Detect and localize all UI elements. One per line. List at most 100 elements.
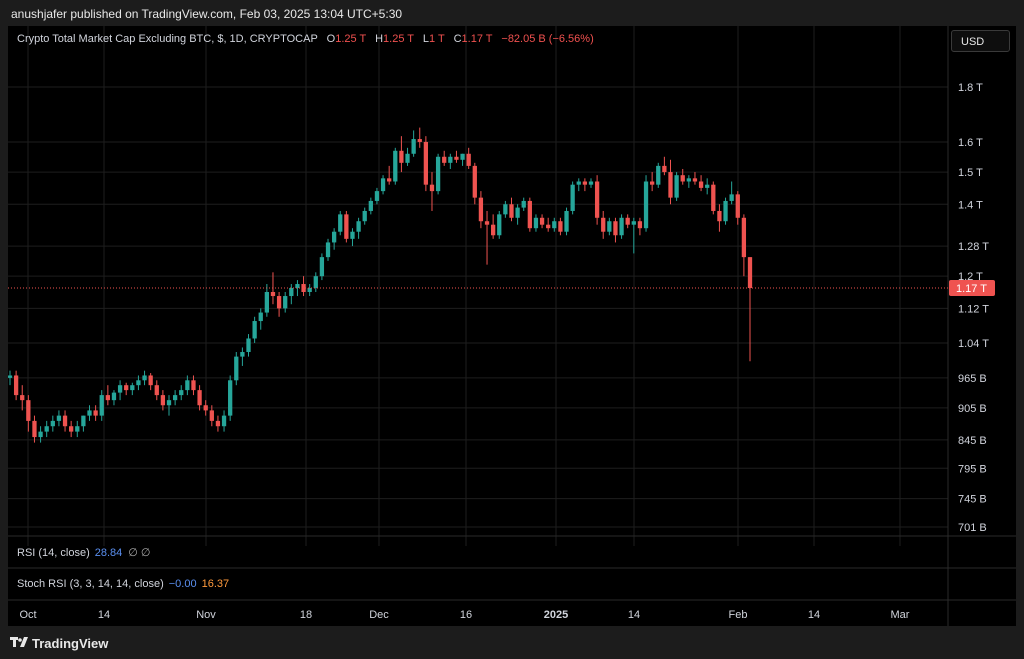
y-tick-label: 795 B bbox=[958, 463, 987, 475]
rsi-legend[interactable]: RSI (14, close) 28.84 ∅ ∅ bbox=[17, 546, 151, 559]
candle-up bbox=[172, 395, 178, 401]
candle-down bbox=[32, 420, 37, 438]
x-tick-label: Dec bbox=[369, 609, 389, 621]
candle-down bbox=[582, 181, 588, 185]
candle-up bbox=[81, 415, 86, 427]
candle-down bbox=[472, 165, 477, 198]
candle-down bbox=[741, 217, 747, 258]
candle-up bbox=[356, 221, 361, 232]
x-tick-label: Mar bbox=[891, 609, 910, 621]
candle-down bbox=[735, 194, 740, 218]
candle-down bbox=[148, 375, 153, 386]
candle-down bbox=[423, 141, 429, 185]
candle-down bbox=[270, 291, 276, 297]
chart-panel[interactable]: 1.8 T 1.6 T 1.5 T 1.4 T 1.28 T 1.2 T 1.12 T 1.0… bbox=[8, 26, 1016, 626]
low-value: 1 T bbox=[429, 33, 445, 45]
candle-up bbox=[246, 338, 251, 353]
candle-up bbox=[619, 217, 624, 236]
candle-up bbox=[393, 150, 398, 182]
candle-down bbox=[13, 375, 19, 396]
candle-up bbox=[258, 312, 263, 322]
y-tick-label: 1.28 T bbox=[958, 241, 989, 253]
symbol-name[interactable]: Crypto Total Market Cap Excluding BTC, $… bbox=[17, 33, 318, 45]
candle-down bbox=[442, 156, 447, 163]
candle-up bbox=[729, 194, 734, 201]
candle-down bbox=[594, 181, 600, 218]
candle-up bbox=[313, 276, 318, 288]
candle-up bbox=[136, 380, 141, 386]
candle-down bbox=[527, 200, 532, 229]
candle-down bbox=[191, 380, 196, 391]
stoch-rsi-legend[interactable]: Stoch RSI (3, 3, 14, 14, close) −0.00 16.3… bbox=[17, 578, 229, 590]
candle-down bbox=[711, 184, 716, 211]
publish-line: anushjafer published on TradingView.com,… bbox=[11, 7, 403, 21]
stoch-label: Stoch RSI (3, 3, 14, 14, close) bbox=[17, 578, 164, 590]
candle-down bbox=[613, 221, 618, 236]
candle-down bbox=[680, 175, 685, 182]
candle-up bbox=[631, 221, 636, 225]
candle-up bbox=[411, 139, 416, 154]
candle-down bbox=[625, 217, 630, 225]
currency-button[interactable]: USD bbox=[951, 30, 1010, 52]
candle-up bbox=[576, 181, 581, 185]
candle-up bbox=[228, 380, 233, 416]
candle-down bbox=[69, 426, 74, 432]
candle-down bbox=[650, 181, 655, 185]
x-tick-label: Oct bbox=[19, 609, 36, 621]
candle-up bbox=[448, 156, 453, 163]
candle-up bbox=[50, 420, 55, 427]
candle-up bbox=[686, 178, 691, 182]
candle-up bbox=[588, 181, 594, 185]
candle-down bbox=[429, 184, 435, 192]
symbol-legend: Crypto Total Market Cap Excluding BTC, $… bbox=[17, 33, 594, 45]
candle-down bbox=[215, 420, 221, 427]
last-price-label: 1.17 T bbox=[956, 283, 987, 295]
candlestick-chart[interactable]: 1.8 T1.6 T1.5 T1.4 T1.28 T1.2 T1.12 T1.0… bbox=[8, 26, 1016, 626]
candle-up bbox=[350, 231, 355, 239]
candle-up bbox=[87, 410, 92, 416]
change-value: −82.05 B (−6.56%) bbox=[501, 33, 594, 45]
x-tick-label: 2025 bbox=[544, 609, 568, 621]
candle-up bbox=[607, 221, 612, 232]
candle-up bbox=[460, 153, 465, 160]
candle-up bbox=[319, 257, 325, 277]
close-label: C bbox=[453, 33, 462, 45]
candle-down bbox=[160, 395, 166, 406]
candle-up bbox=[515, 207, 520, 218]
candle-up bbox=[166, 400, 172, 406]
candle-down bbox=[539, 217, 545, 225]
candle-down bbox=[484, 221, 490, 225]
candle-down bbox=[546, 224, 551, 229]
candle-up bbox=[435, 156, 441, 192]
candle-up bbox=[99, 395, 104, 416]
y-tick-label: 845 B bbox=[958, 435, 987, 447]
candle-down bbox=[154, 385, 159, 396]
candle-down bbox=[491, 224, 496, 236]
candle-up bbox=[374, 191, 380, 201]
candle-up bbox=[44, 426, 49, 432]
stoch-d-value: 16.37 bbox=[201, 578, 230, 590]
candle-up bbox=[497, 214, 502, 236]
candle-up bbox=[111, 392, 117, 401]
candle-up bbox=[130, 385, 135, 391]
candle-up bbox=[533, 217, 539, 229]
y-tick-label: 1.8 T bbox=[958, 82, 983, 94]
candle-up bbox=[179, 390, 184, 396]
rsi-value: 28.84 bbox=[94, 547, 123, 559]
candle-down bbox=[20, 395, 25, 401]
candle-up bbox=[283, 296, 288, 309]
candle-up bbox=[252, 321, 257, 339]
y-tick-label: 1.04 T bbox=[958, 338, 989, 350]
candle-down bbox=[466, 153, 471, 166]
candle-down bbox=[668, 172, 673, 198]
candle-down bbox=[276, 296, 282, 309]
low-label: L bbox=[422, 33, 430, 45]
high-label: H bbox=[375, 33, 384, 45]
candle-down bbox=[454, 156, 459, 160]
tradingview-logo-icon bbox=[10, 637, 28, 647]
candle-up bbox=[521, 200, 526, 208]
candle-up bbox=[643, 181, 649, 229]
candle-up bbox=[362, 210, 367, 222]
candle-up bbox=[117, 385, 123, 393]
candle-up bbox=[307, 287, 312, 292]
